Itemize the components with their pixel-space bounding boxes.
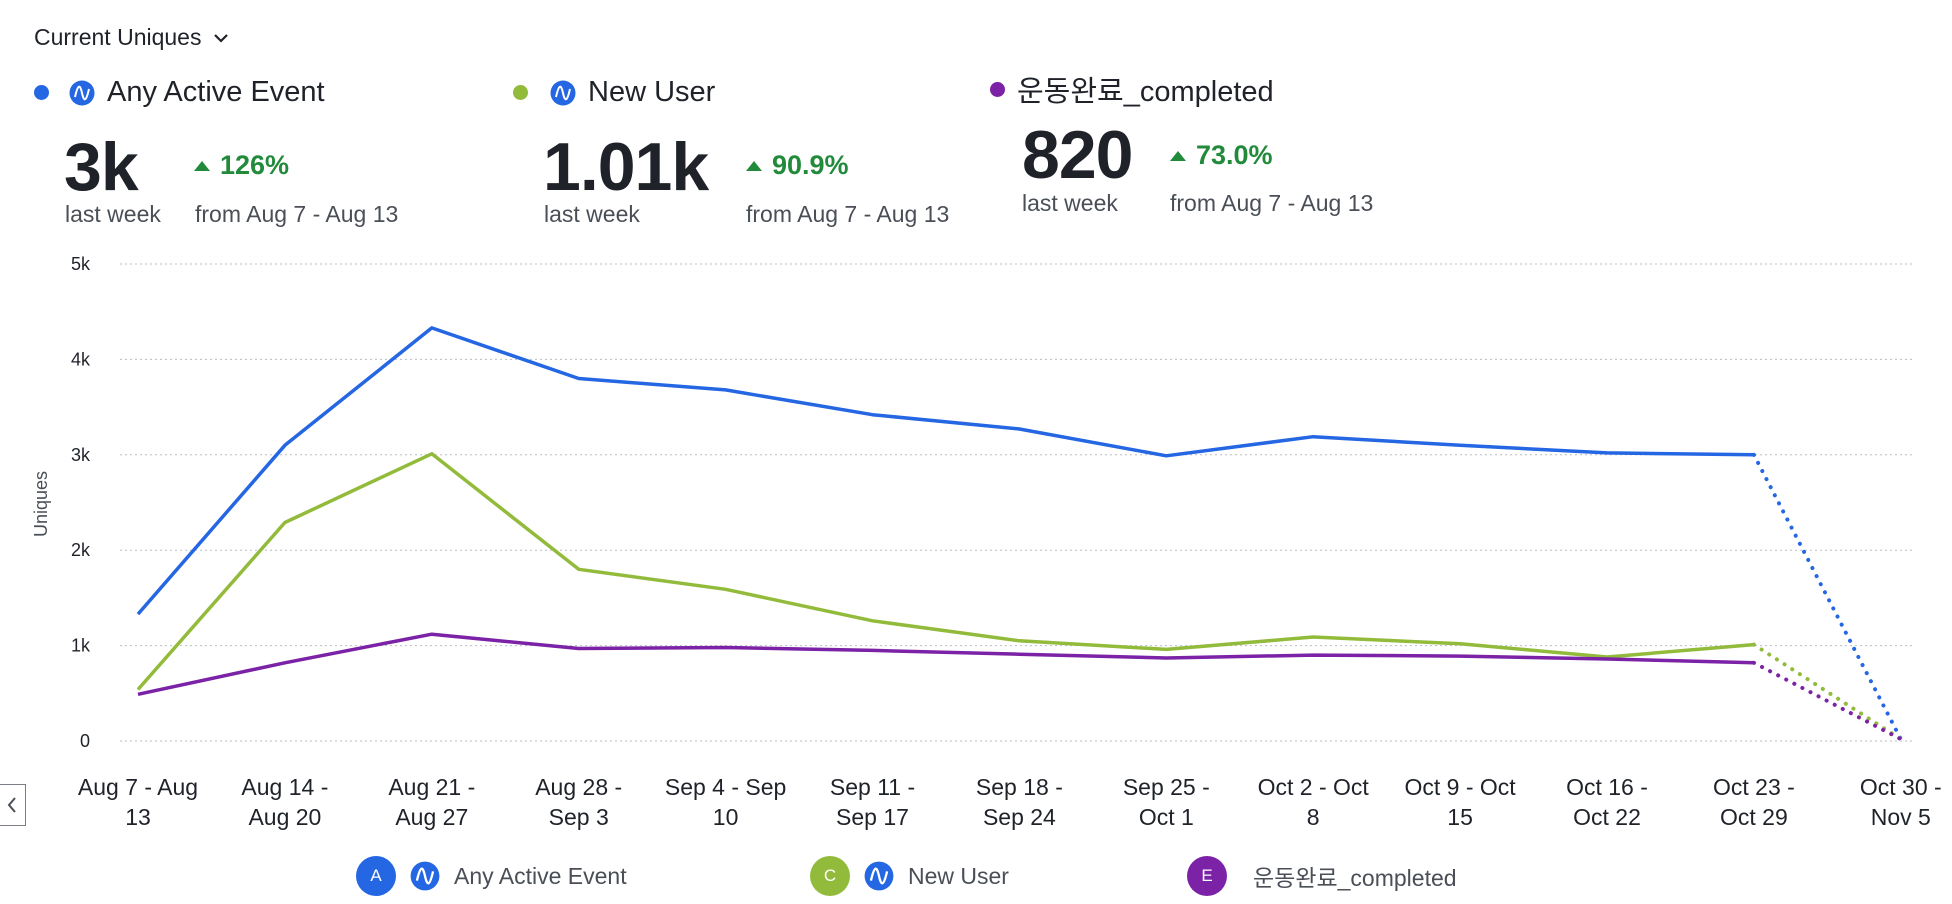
- summary-change: 126%: [194, 150, 289, 181]
- y-tick-label: 0: [80, 731, 90, 751]
- summary-value: 1.01k: [543, 129, 709, 205]
- x-tick-label: Sep 18 -Sep 24: [976, 774, 1063, 830]
- summary-change: 90.9%: [746, 150, 849, 181]
- summary-title: 운동완료_completed: [1017, 76, 1274, 108]
- gridlines: [120, 263, 1915, 742]
- summary-comparison: from Aug 7 - Aug 13: [1170, 190, 1374, 216]
- x-tick-label: Aug 21 -Aug 27: [388, 774, 475, 830]
- legend-badge: A: [356, 856, 396, 896]
- y-axis-ticks: 0 1k 2k 3k 4k 5k: [71, 254, 91, 751]
- summary-value: 3k: [64, 129, 139, 205]
- summary-comparison: from Aug 7 - Aug 13: [195, 201, 399, 227]
- chevron-down-icon: [214, 33, 229, 43]
- legend-badge: E: [1187, 856, 1227, 896]
- x-tick-label: Oct 9 - Oct 15: [1405, 774, 1517, 830]
- series-color-dot: [990, 81, 1005, 97]
- series-lines: [136, 326, 1903, 742]
- summary-value: 820: [1022, 117, 1133, 193]
- previous-page-button[interactable]: [0, 784, 26, 826]
- amplitude-icon: [69, 80, 95, 105]
- series-line-incomplete[interactable]: [1751, 660, 1903, 742]
- summary-title: Any Active Event: [107, 76, 325, 108]
- y-tick-label: 1k: [71, 636, 91, 656]
- x-tick-label: Aug 28 -Sep 3: [535, 774, 622, 830]
- legend-label: 운동완료_completed: [1253, 865, 1457, 891]
- summary-period: last week: [544, 201, 640, 227]
- series-color-dot: [34, 85, 49, 100]
- y-tick-label: 3k: [71, 445, 91, 465]
- chevron-left-icon: [7, 797, 16, 813]
- series-line-incomplete[interactable]: [1751, 452, 1903, 742]
- series-line[interactable]: [137, 632, 1754, 697]
- legend-item-new-user[interactable]: C New User: [810, 856, 1009, 896]
- summary-period: last week: [65, 201, 161, 227]
- summary-period: last week: [1022, 190, 1118, 216]
- summary-change-value: 73.0%: [1196, 140, 1273, 170]
- x-tick-label: Oct 16 -Oct 22: [1566, 774, 1648, 830]
- x-axis-ticks: Aug 7 - Aug 13 Aug 14 -Aug 20 Aug 21 -Aug 2…: [78, 774, 1942, 830]
- summary-any-active-event: Any Active Event 3k last week 126% from …: [34, 76, 464, 236]
- x-tick-label: Sep 4 - Sep 10: [665, 774, 786, 830]
- summary-change: 73.0%: [1170, 140, 1273, 171]
- legend-item-workout-completed[interactable]: E 운동완료_completed: [1187, 856, 1457, 896]
- up-arrow-icon: [1170, 150, 1186, 161]
- up-arrow-icon: [746, 160, 762, 171]
- x-tick-label: Aug 14 -Aug 20: [241, 774, 328, 830]
- x-tick-label: Oct 2 - Oct 8: [1258, 774, 1370, 830]
- y-tick-label: 4k: [71, 349, 91, 369]
- series-line-incomplete[interactable]: [1751, 642, 1903, 742]
- line-chart: 0 1k 2k 3k 4k 5k Uniques Aug 7 - Aug 13 Aug 14 …: [31, 254, 1942, 830]
- series-color-dot: [513, 85, 528, 100]
- x-tick-label: Sep 11 -Sep 17: [830, 774, 915, 830]
- metric-selector[interactable]: Current Uniques: [34, 24, 231, 51]
- summary-change-value: 126%: [220, 150, 290, 180]
- summary-workout-completed: 운동완료_completed 820 last week 73.0% from …: [990, 68, 1450, 228]
- y-axis-label: Uniques: [31, 471, 51, 537]
- legend-label: Any Active Event: [454, 862, 627, 889]
- legend-item-any-active-event[interactable]: A Any Active Event: [356, 856, 627, 896]
- legend-badge: C: [810, 856, 850, 896]
- summary-new-user: New User 1.01k last week 90.9% from Aug …: [513, 76, 973, 236]
- y-tick-label: 2k: [71, 540, 91, 560]
- amplitude-icon: [550, 80, 576, 105]
- x-tick-label: Oct 23 -Oct 29: [1713, 774, 1795, 830]
- summary-change-value: 90.9%: [772, 150, 849, 180]
- up-arrow-icon: [194, 160, 210, 171]
- series-line[interactable]: [136, 452, 1755, 691]
- legend-label: New User: [908, 862, 1009, 889]
- summary-comparison: from Aug 7 - Aug 13: [746, 201, 950, 227]
- x-tick-label: Aug 7 - Aug 13: [78, 774, 198, 830]
- amplitude-icon: [410, 861, 440, 891]
- x-tick-label: Oct 30 -Nov 5: [1860, 774, 1942, 830]
- metric-selector-label: Current Uniques: [34, 24, 202, 50]
- y-tick-label: 5k: [71, 254, 91, 274]
- x-tick-label: Sep 25 -Oct 1: [1123, 774, 1210, 830]
- series-line[interactable]: [136, 326, 1754, 616]
- amplitude-icon: [864, 861, 894, 891]
- summary-title: New User: [588, 76, 716, 108]
